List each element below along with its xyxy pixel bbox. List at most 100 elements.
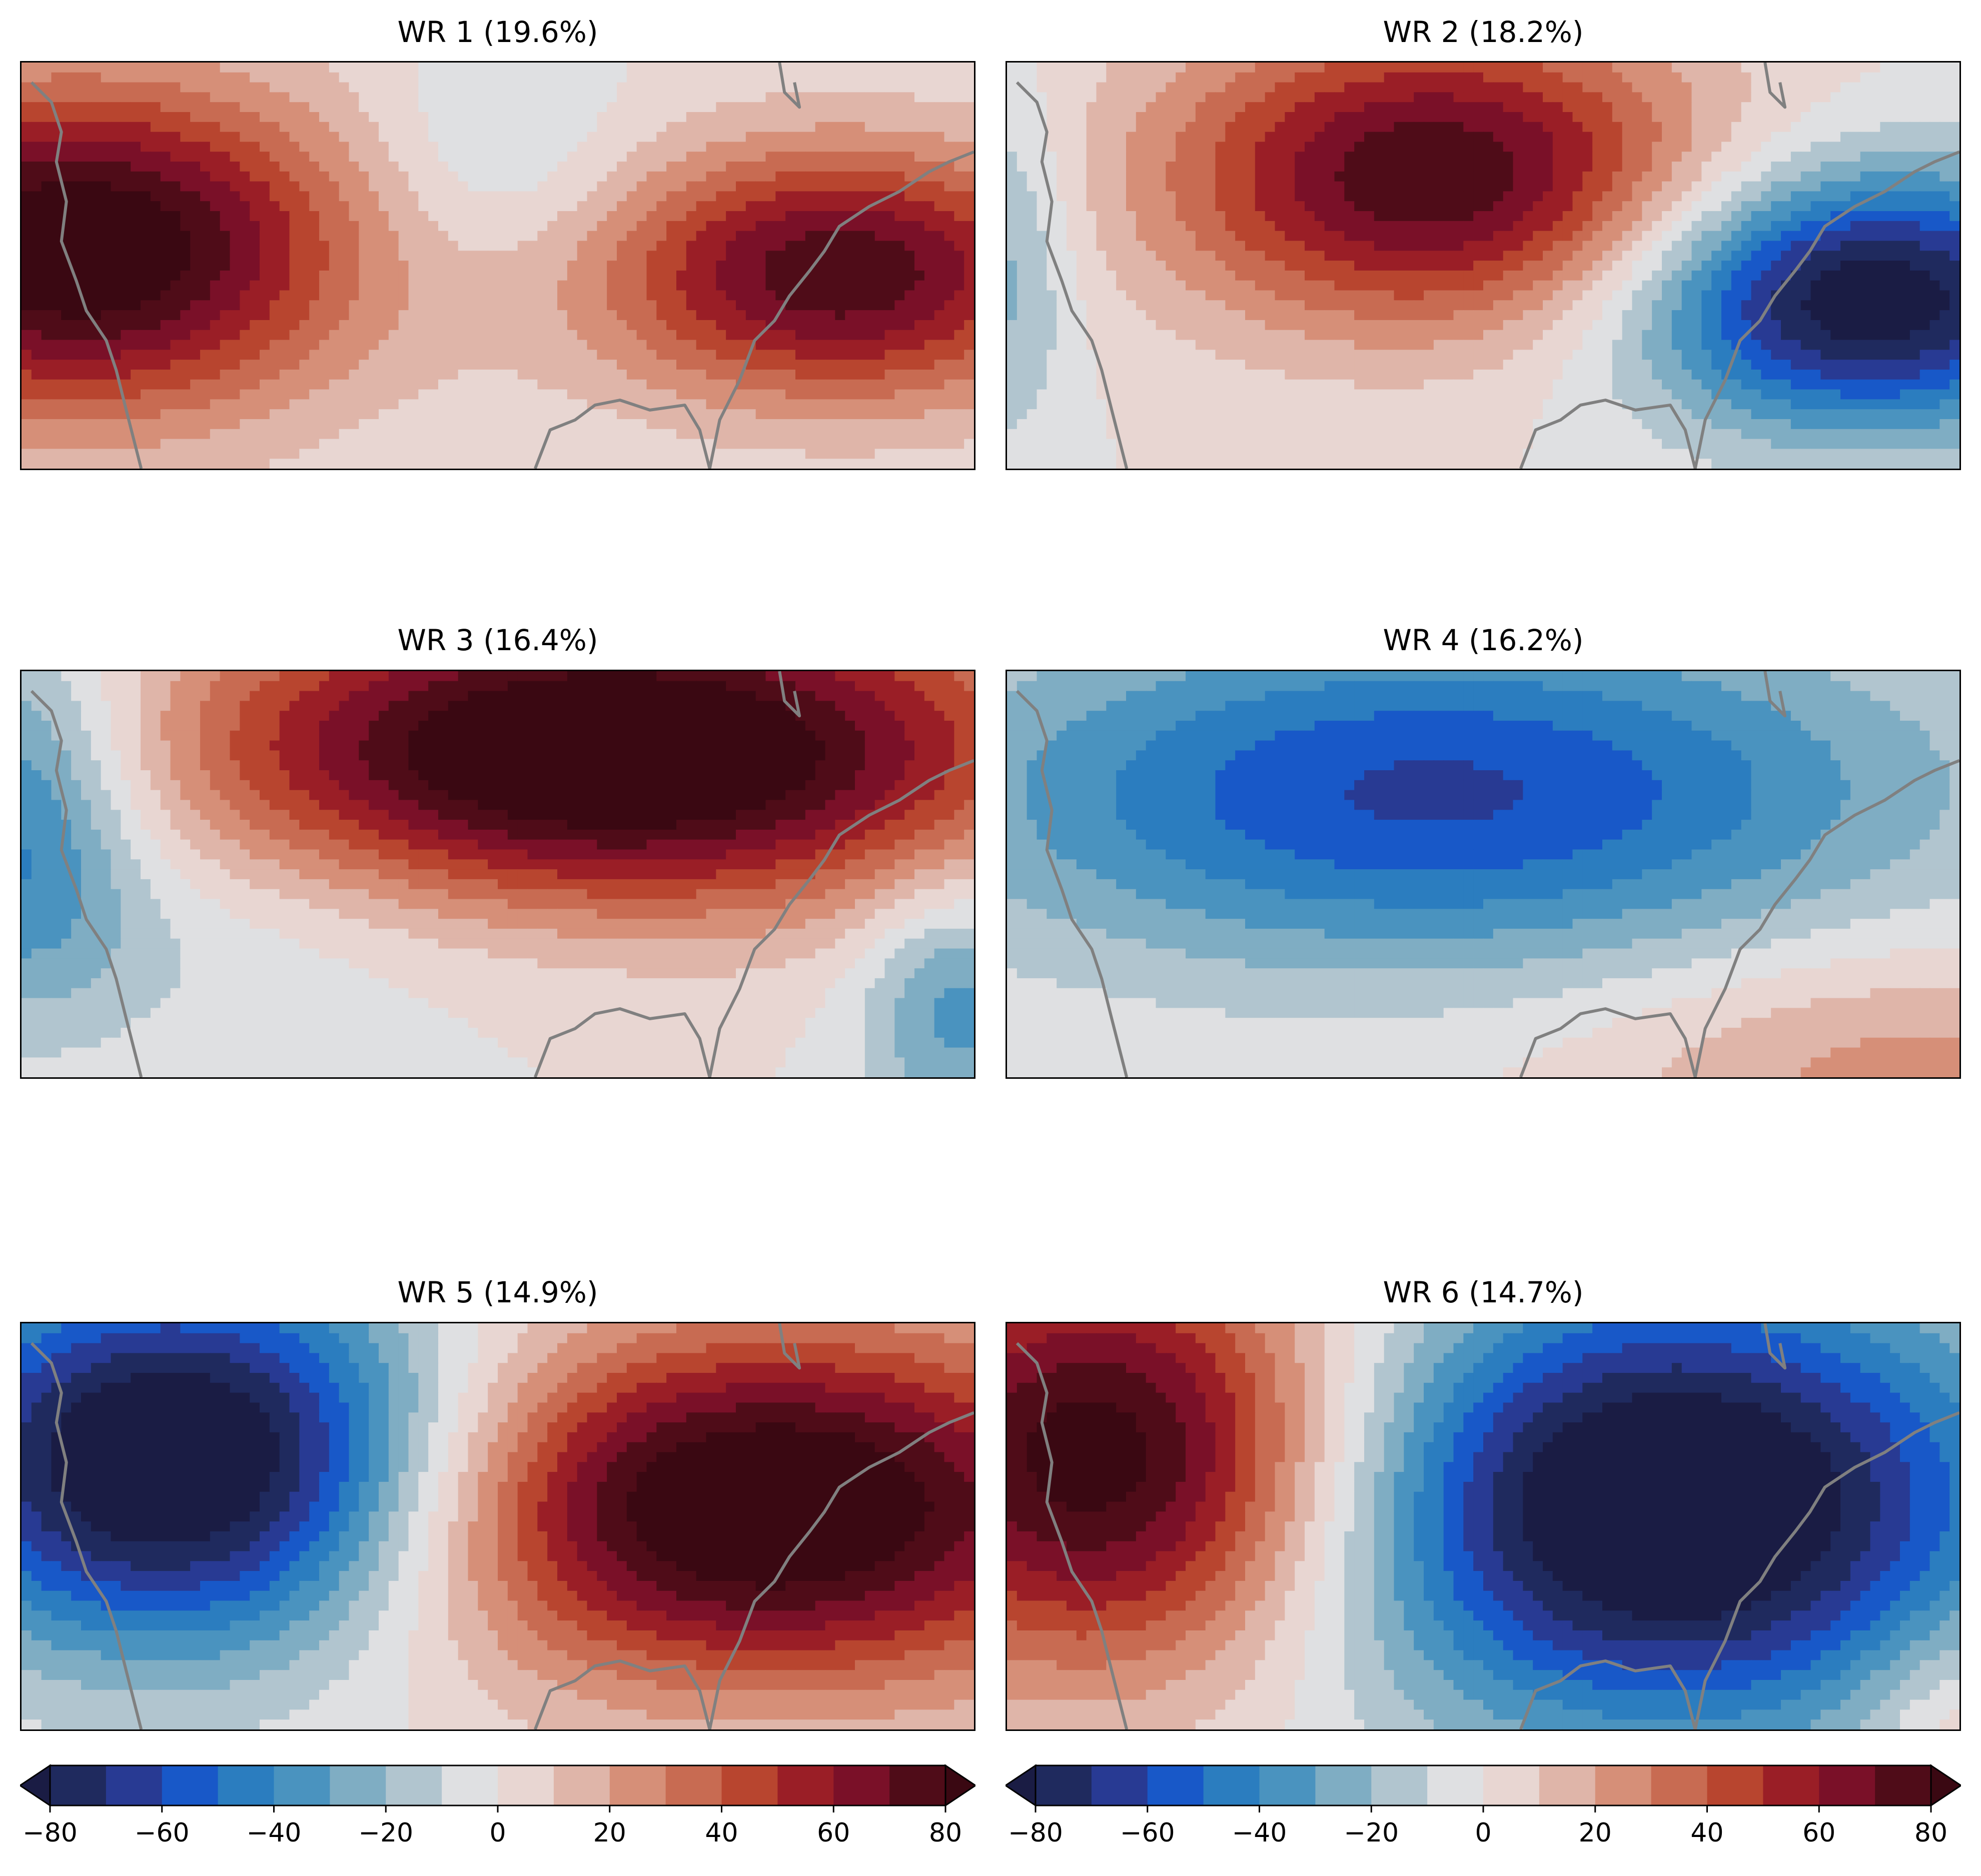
contour-cell — [81, 221, 92, 232]
contour-cell — [200, 280, 211, 291]
contour-cell — [845, 181, 855, 192]
contour-cell — [468, 280, 479, 291]
contour-cell — [190, 261, 201, 271]
contour-cell — [835, 429, 845, 440]
contour-cell — [864, 162, 875, 172]
contour-cell — [1195, 132, 1206, 143]
contour-cell — [369, 241, 379, 252]
contour-cell — [1394, 122, 1405, 133]
contour-cell — [438, 72, 449, 83]
contour-cell — [537, 429, 548, 440]
contour-cell — [874, 310, 885, 321]
contour-cell — [1781, 142, 1791, 153]
contour-cell — [1622, 152, 1633, 162]
contour-cell — [716, 191, 726, 202]
contour-cell — [874, 162, 885, 172]
contour-cell — [398, 112, 409, 123]
contour-cell — [121, 63, 131, 73]
contour-cell — [1433, 122, 1444, 133]
contour-cell — [1394, 72, 1405, 83]
contour-cell — [527, 181, 538, 192]
contour-cell — [696, 122, 707, 133]
contour-cell — [61, 379, 72, 390]
contour-cell — [349, 221, 360, 232]
contour-cell — [507, 132, 518, 143]
contour-cell — [369, 409, 379, 420]
contour-cell — [656, 340, 667, 351]
contour-cell — [706, 429, 717, 440]
contour-cell — [379, 419, 389, 430]
contour-cell — [458, 379, 469, 390]
contour-cell — [874, 221, 885, 232]
contour-cell — [805, 152, 816, 162]
contour-cell — [557, 340, 568, 351]
contour-cell — [517, 171, 528, 182]
contour-cell — [498, 360, 508, 370]
contour-cell — [190, 429, 201, 440]
contour-cell — [1671, 152, 1682, 162]
contour-cell — [517, 261, 528, 271]
contour-cell — [656, 92, 667, 103]
contour-cell — [944, 350, 955, 360]
contour-cell — [1642, 92, 1652, 103]
contour-cell — [626, 211, 637, 222]
contour-cell — [904, 350, 915, 360]
contour-cell — [418, 330, 429, 341]
contour-cell — [825, 171, 836, 182]
contour-cell — [81, 261, 92, 271]
contour-cell — [150, 379, 161, 390]
contour-cell — [755, 231, 766, 242]
contour-cell — [537, 241, 548, 252]
contour-cell — [141, 379, 151, 390]
contour-cell — [656, 310, 667, 321]
contour-cell — [22, 231, 32, 242]
contour-cell — [71, 162, 82, 172]
contour-cell — [269, 211, 280, 222]
contour-cell — [676, 63, 687, 73]
contour-cell — [468, 112, 479, 123]
contour-cell — [150, 162, 161, 172]
contour-cell — [845, 330, 855, 341]
contour-cell — [240, 449, 250, 459]
contour-cell — [924, 379, 935, 390]
contour-cell — [498, 409, 508, 420]
contour-cell — [1067, 132, 1077, 143]
contour-cell — [517, 350, 528, 360]
contour-cell — [864, 439, 875, 450]
contour-cell — [210, 270, 221, 281]
contour-cell — [706, 152, 717, 162]
contour-cell — [567, 340, 578, 351]
contour-cell — [1612, 152, 1623, 162]
contour-cell — [914, 132, 925, 143]
contour-cell — [775, 459, 786, 469]
contour-cell — [1344, 132, 1355, 143]
contour-cell — [954, 439, 964, 450]
contour-cell — [1582, 132, 1593, 143]
contour-cell — [299, 251, 310, 261]
contour-cell — [1067, 122, 1077, 133]
contour-cell — [210, 63, 221, 73]
contour-cell — [934, 181, 945, 192]
contour-cell — [825, 399, 836, 410]
contour-cell — [587, 270, 598, 281]
contour-cell — [557, 221, 568, 232]
contour-cell — [22, 379, 32, 390]
contour-cell — [597, 300, 607, 311]
contour-cell — [359, 369, 369, 380]
contour-cell — [339, 152, 350, 162]
contour-cell — [220, 379, 231, 390]
contour-cell — [230, 191, 241, 202]
contour-cell — [626, 231, 637, 242]
contour-cell — [517, 201, 528, 212]
contour-cell — [795, 241, 806, 252]
contour-cell — [478, 379, 488, 390]
contour-cell — [31, 191, 42, 202]
contour-cell — [795, 439, 806, 450]
contour-cell — [1215, 152, 1226, 162]
contour-cell — [1761, 92, 1771, 103]
contour-cell — [587, 320, 598, 331]
contour-cell — [438, 241, 449, 252]
contour-cell — [250, 112, 260, 123]
contour-cell — [299, 280, 310, 291]
contour-cell — [736, 270, 746, 281]
